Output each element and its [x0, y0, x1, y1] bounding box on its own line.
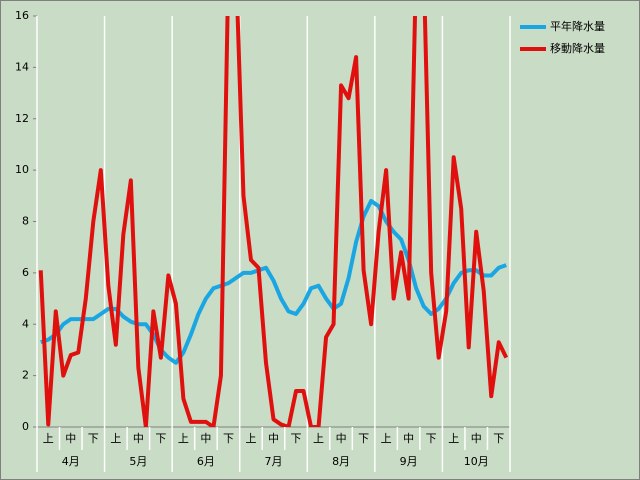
y-tick-label: 16 [15, 9, 29, 22]
x-tick-label: 下 [493, 432, 504, 445]
legend-label: 平年降水量 [550, 19, 605, 33]
y-tick-label: 14 [15, 60, 29, 73]
group-label: 5月 [129, 455, 147, 468]
y-tick-label: 10 [15, 163, 29, 176]
x-tick-label: 下 [223, 432, 234, 445]
plot-area [38, 16, 509, 427]
y-tick-label: 2 [22, 369, 29, 382]
series-line [38, 16, 509, 427]
x-tick-label: 下 [155, 432, 166, 445]
x-tick-label: 上 [448, 432, 459, 445]
group-label: 9月 [400, 455, 418, 468]
x-tick-label: 下 [358, 432, 369, 445]
x-tick-label: 下 [88, 432, 99, 445]
x-tick-label: 中 [403, 432, 414, 445]
legend-label: 移動降水量 [550, 41, 605, 55]
y-tick-label: 12 [15, 112, 29, 125]
x-tick-label: 上 [43, 432, 54, 445]
x-tick-label: 下 [291, 432, 302, 445]
x-tick-label: 上 [381, 432, 392, 445]
x-tick-label: 中 [200, 432, 211, 445]
y-tick-label: 0 [22, 420, 29, 433]
group-label: 4月 [62, 455, 80, 468]
x-tick-label: 上 [178, 432, 189, 445]
group-label: 8月 [332, 455, 350, 468]
x-tick-label: 中 [268, 432, 279, 445]
x-tick-label: 上 [313, 432, 324, 445]
x-tick-label: 下 [426, 432, 437, 445]
x-tick-label: 中 [133, 432, 144, 445]
y-tick-label: 4 [22, 317, 29, 330]
x-tick-label: 上 [245, 432, 256, 445]
y-tick-label: 6 [22, 266, 29, 279]
x-tick-label: 中 [471, 432, 482, 445]
x-tick-label: 中 [336, 432, 347, 445]
x-tick-label: 上 [110, 432, 121, 445]
group-label: 10月 [464, 455, 489, 468]
group-label: 6月 [197, 455, 215, 468]
group-label: 7月 [265, 455, 283, 468]
y-tick-label: 8 [22, 215, 29, 228]
x-tick-label: 中 [65, 432, 76, 445]
